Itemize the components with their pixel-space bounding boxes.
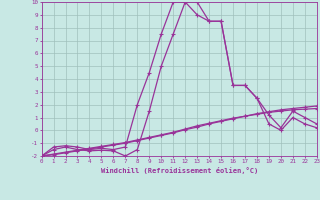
X-axis label: Windchill (Refroidissement éolien,°C): Windchill (Refroidissement éolien,°C) xyxy=(100,167,258,174)
